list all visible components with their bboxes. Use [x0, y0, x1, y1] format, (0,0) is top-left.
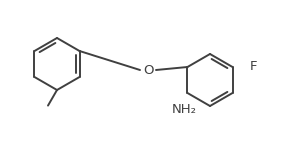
- Text: F: F: [249, 60, 257, 73]
- Text: O: O: [143, 64, 153, 77]
- Text: NH₂: NH₂: [172, 103, 197, 116]
